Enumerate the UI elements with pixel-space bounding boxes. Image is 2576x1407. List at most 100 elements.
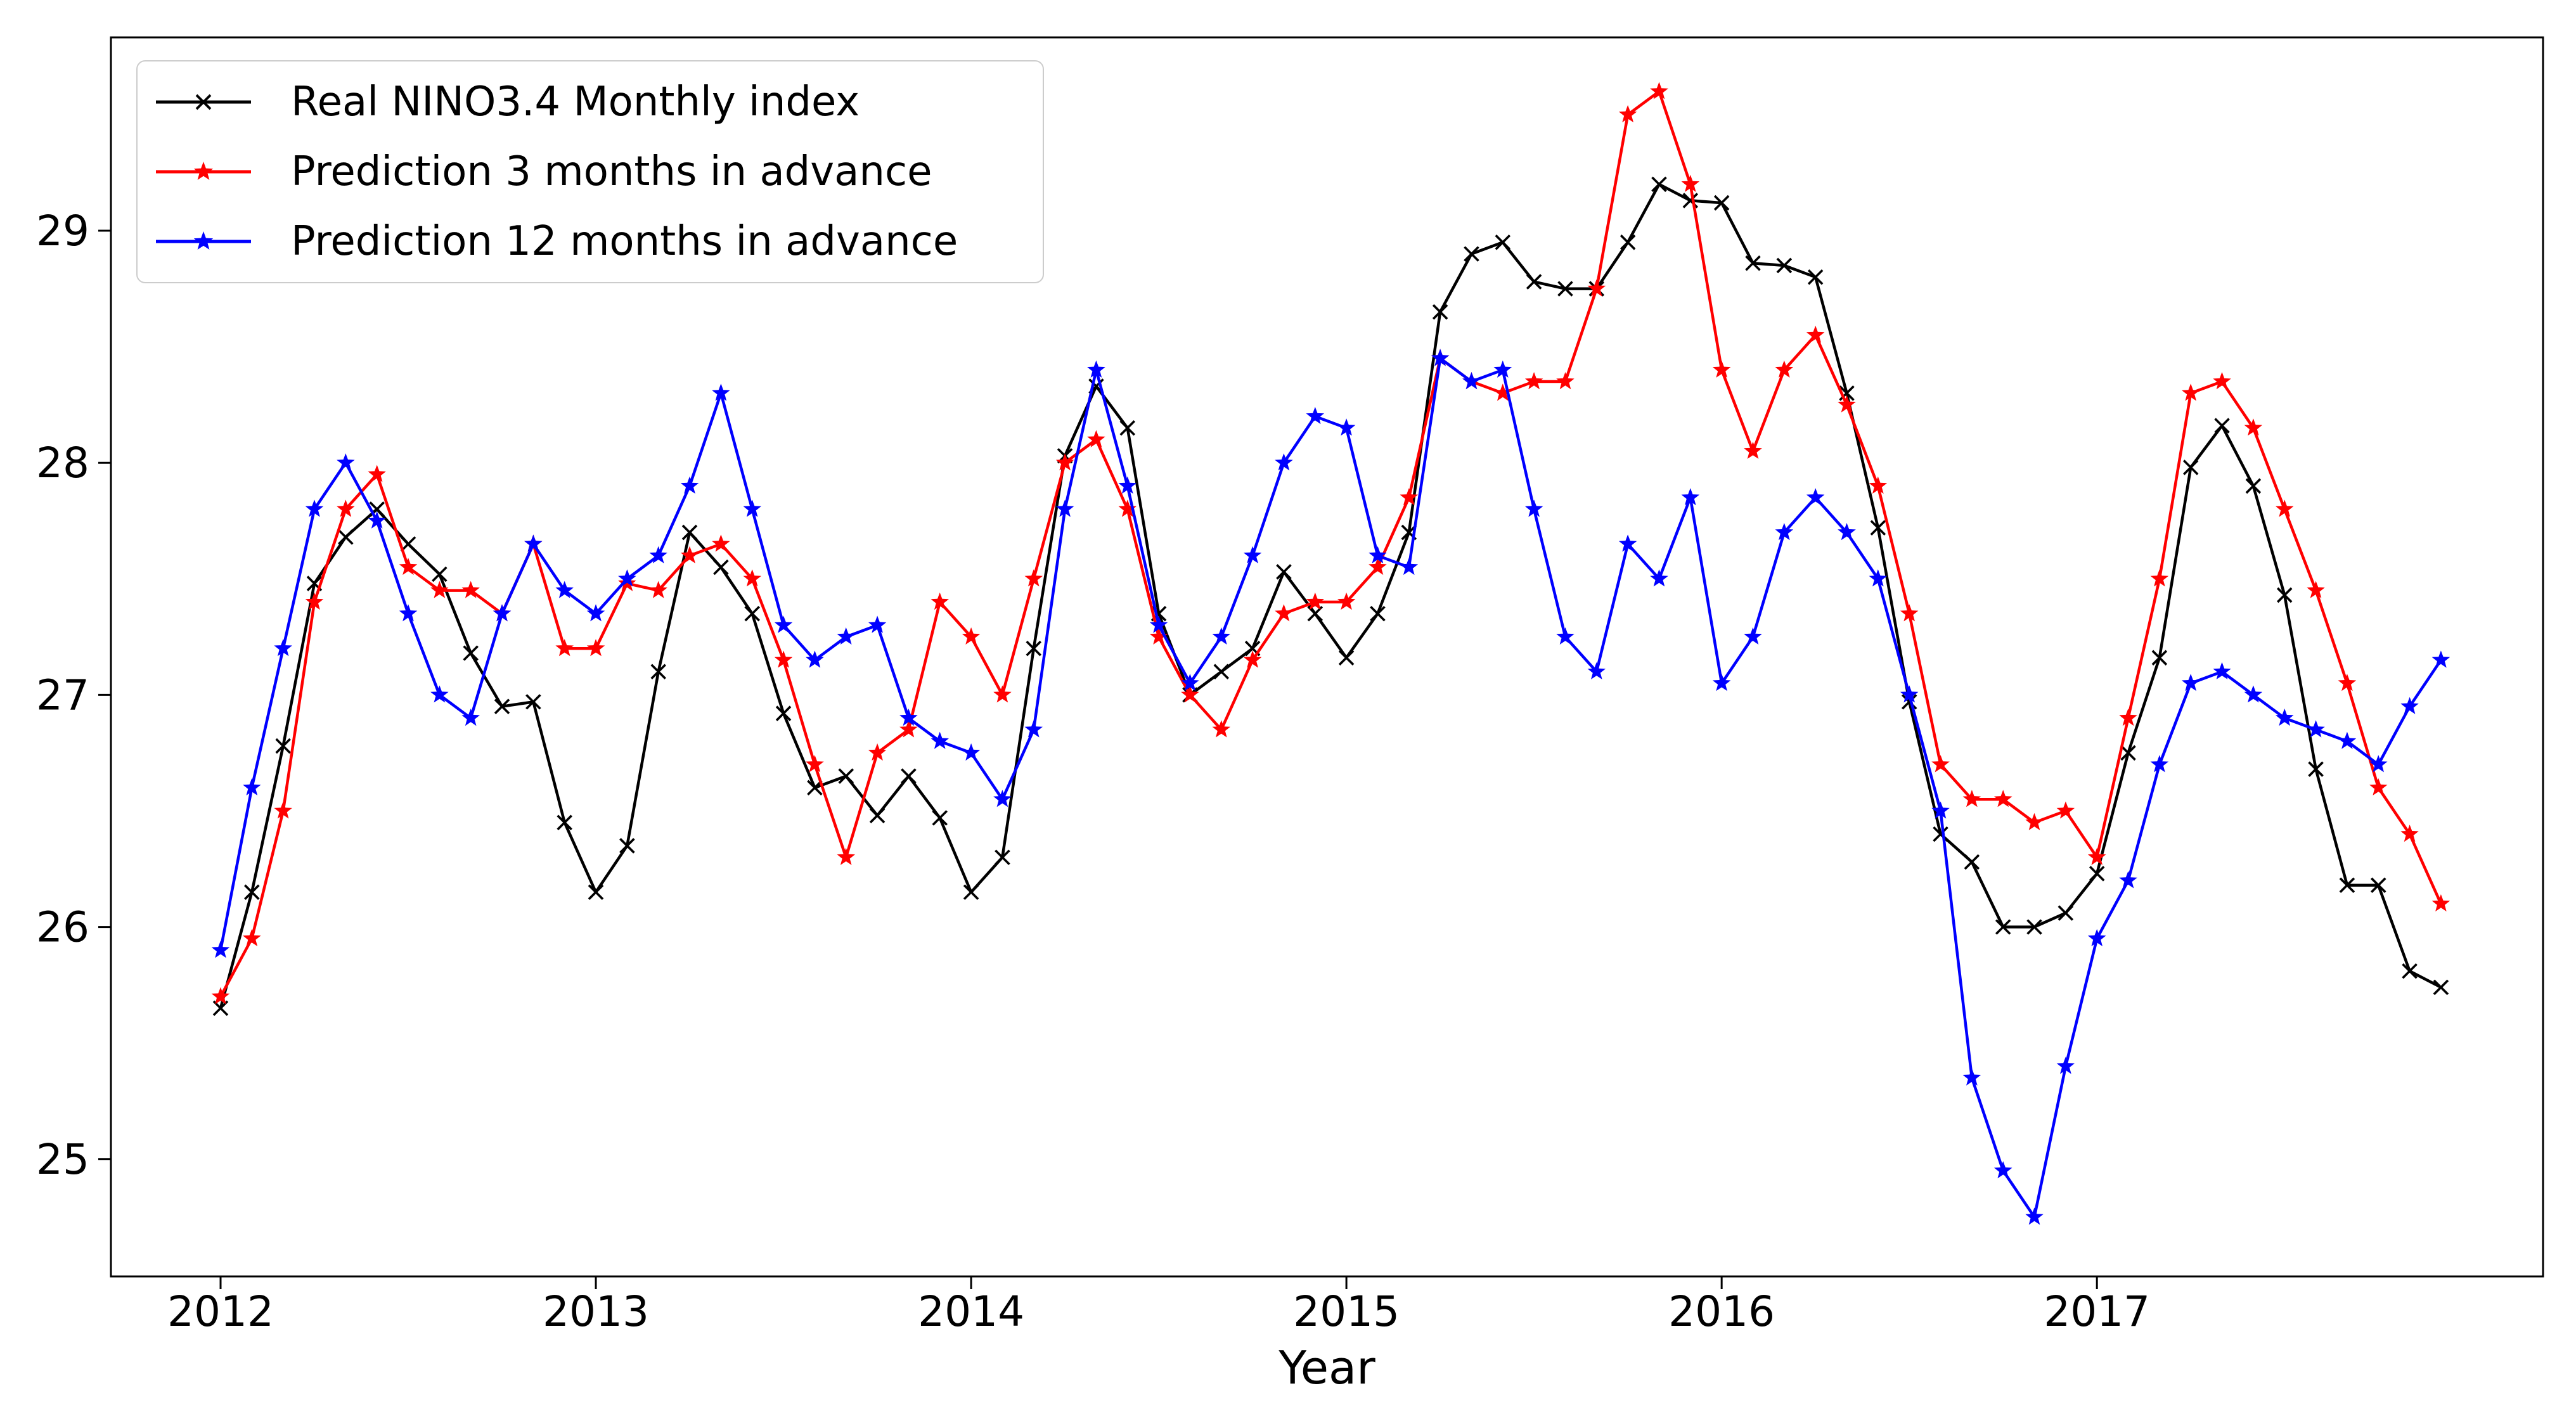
x-marker-icon — [2026, 919, 2042, 935]
star-marker-icon — [2431, 650, 2450, 668]
x-marker-icon — [1557, 281, 1573, 297]
x-marker-icon — [400, 536, 416, 552]
star-marker-icon — [2213, 372, 2231, 390]
star-marker-icon — [2025, 1207, 2044, 1225]
star-marker-icon — [430, 685, 449, 703]
x-marker-icon — [2370, 877, 2386, 893]
star-marker-icon — [1681, 174, 1700, 192]
star-marker-icon — [2150, 755, 2169, 773]
x-marker-icon — [744, 605, 760, 622]
x-marker-icon — [244, 884, 260, 900]
x-tick-label: 2016 — [1668, 1287, 1775, 1336]
x-marker-icon — [1432, 304, 1448, 320]
star-marker-icon — [399, 604, 418, 622]
star-marker-icon — [1931, 755, 1950, 773]
star-marker-icon — [993, 790, 1012, 807]
star-marker-icon — [899, 709, 918, 726]
star-marker-icon — [806, 650, 824, 668]
star-marker-icon — [868, 743, 887, 761]
x-marker-icon — [2433, 979, 2449, 996]
star-marker-icon — [1493, 383, 1512, 401]
x-tick-label: 2012 — [167, 1287, 274, 1336]
legend-swatch-real-line-x-marker-icon — [156, 94, 251, 110]
star-marker-icon — [2025, 813, 2044, 830]
star-marker-icon — [211, 941, 230, 958]
star-marker-icon — [1618, 534, 1637, 552]
x-marker-icon — [2245, 478, 2262, 494]
star-marker-icon — [962, 627, 981, 645]
x-axis-label: Year — [1278, 1341, 1375, 1394]
star-marker-icon — [2369, 755, 2388, 773]
x-marker-icon — [775, 705, 792, 721]
x-tick-label: 2015 — [1293, 1287, 1400, 1336]
star-marker-icon — [1306, 407, 1324, 425]
star-marker-icon — [1775, 360, 1794, 378]
star-marker-icon — [243, 778, 261, 795]
star-marker-icon — [193, 231, 214, 250]
x-tick-label: 2013 — [543, 1287, 649, 1336]
star-marker-icon — [649, 546, 667, 563]
axes-spines — [110, 36, 2544, 1278]
star-marker-icon — [305, 499, 324, 517]
x-marker-icon — [525, 694, 541, 710]
star-marker-icon — [1838, 523, 1856, 541]
x-marker-icon — [2182, 459, 2199, 475]
star-marker-icon — [2400, 825, 2419, 842]
x-marker-icon — [1651, 176, 1667, 193]
star-marker-icon — [2087, 847, 2106, 865]
star-marker-icon — [1869, 476, 1888, 494]
star-marker-icon — [712, 383, 730, 401]
star-marker-icon — [1556, 627, 1575, 645]
star-marker-icon — [1524, 499, 1543, 517]
star-marker-icon — [993, 685, 1012, 703]
star-marker-icon — [243, 928, 261, 946]
x-marker-icon — [1745, 255, 1761, 271]
x-marker-icon — [1620, 234, 1636, 250]
star-marker-icon — [1243, 650, 1262, 668]
star-marker-icon — [1055, 453, 1074, 471]
star-marker-icon — [2244, 418, 2263, 436]
star-marker-icon — [868, 615, 887, 633]
x-marker-icon — [2089, 866, 2105, 882]
star-marker-icon — [1493, 360, 1512, 378]
star-marker-icon — [2369, 778, 2388, 795]
star-marker-icon — [1806, 325, 1825, 343]
star-marker-icon — [1024, 720, 1043, 738]
x-tick-label: 2017 — [2044, 1287, 2150, 1336]
x-marker-icon — [1370, 605, 1386, 622]
star-marker-icon — [899, 720, 918, 738]
star-marker-icon — [211, 987, 230, 1005]
star-marker-icon — [1962, 1068, 1981, 1086]
star-marker-icon — [1838, 395, 1856, 413]
legend-swatch-pred12-line-star-marker-icon — [156, 231, 251, 250]
x-marker-icon — [1901, 694, 1917, 710]
x-marker-icon — [195, 94, 212, 110]
star-marker-icon — [1087, 430, 1105, 447]
x-marker-icon — [1026, 640, 1042, 657]
star-marker-icon — [555, 581, 574, 598]
star-marker-icon — [1744, 441, 1762, 459]
star-marker-icon — [712, 534, 730, 552]
star-marker-icon — [1962, 790, 1981, 807]
star-marker-icon — [461, 581, 480, 598]
x-marker-icon — [2058, 905, 2074, 921]
star-marker-icon — [2431, 894, 2450, 912]
star-marker-icon — [2307, 581, 2325, 598]
star-marker-icon — [1900, 604, 1919, 622]
x-marker-icon — [1526, 274, 1542, 290]
star-marker-icon — [2213, 662, 2231, 679]
x-marker-icon — [1119, 420, 1136, 436]
x-marker-icon — [2214, 418, 2230, 434]
star-marker-icon — [2119, 871, 2137, 889]
star-marker-icon — [1744, 627, 1762, 645]
star-marker-icon — [618, 569, 636, 587]
x-marker-icon — [275, 738, 291, 754]
x-marker-icon — [1995, 919, 2011, 935]
star-marker-icon — [837, 627, 855, 645]
legend-label-pred3: Prediction 3 months in advance — [291, 148, 932, 195]
star-marker-icon — [1055, 499, 1074, 517]
x-marker-icon — [901, 768, 917, 784]
star-marker-icon — [931, 731, 949, 749]
star-marker-icon — [2276, 499, 2294, 517]
x-marker-icon — [588, 884, 604, 900]
